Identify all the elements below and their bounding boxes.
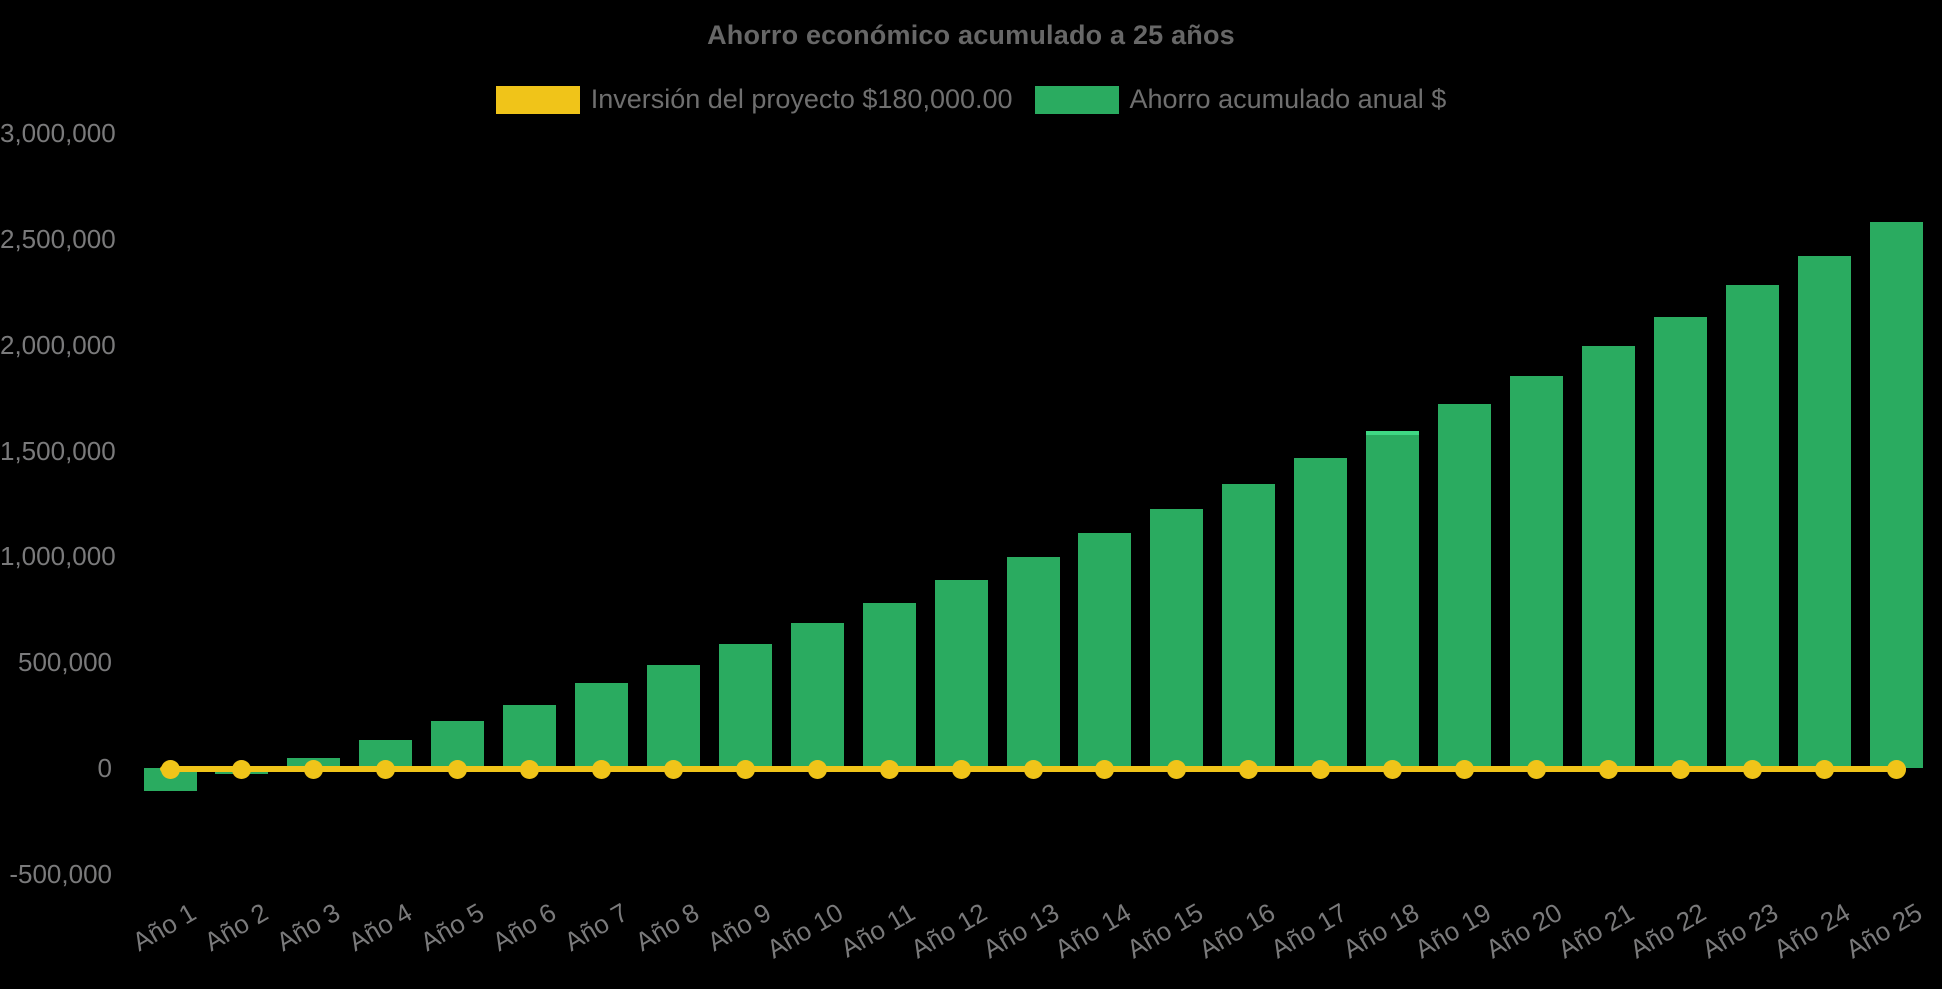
line-point-ano-2[interactable] [232,759,252,779]
legend-swatch-ahorro [1034,85,1119,114]
line-point-ano-8[interactable] [663,759,683,779]
line-point-ano-14[interactable] [1095,759,1115,779]
line-point-ano-10[interactable] [807,759,827,779]
line-point-ano-11[interactable] [879,759,899,779]
bar-ano-17[interactable] [1294,457,1348,768]
bar-ano-11[interactable] [862,602,916,768]
y-tick-label: 3,000,000 [0,118,116,148]
bar-ano-9[interactable] [718,644,772,768]
line-point-ano-20[interactable] [1526,759,1546,779]
bar-ano-24[interactable] [1797,255,1851,768]
line-point-ano-24[interactable] [1814,759,1834,779]
line-point-ano-6[interactable] [520,759,540,779]
line-point-ano-13[interactable] [1023,759,1043,779]
bar-ano-22[interactable] [1653,317,1707,768]
y-tick-label: 500,000 [18,647,112,678]
legend-swatch-inversion [495,85,580,114]
y-tick-label: 1,000,000 [0,541,116,572]
bar-ano-19[interactable] [1438,403,1492,768]
bar-ano-6[interactable] [503,704,557,768]
line-point-ano-9[interactable] [735,759,755,779]
bar-ano-14[interactable] [1078,533,1132,768]
line-point-ano-4[interactable] [376,759,396,779]
y-tick-label: 0 [97,753,112,783]
bar-ano-1[interactable] [143,768,197,792]
legend-label-ahorro: Ahorro acumulado anual $ [1129,84,1447,114]
line-point-ano-17[interactable] [1311,759,1331,779]
bar-ano-13[interactable] [1006,557,1060,768]
line-point-ano-23[interactable] [1742,759,1762,779]
bar-ano-7[interactable] [575,683,629,768]
line-point-ano-5[interactable] [448,759,468,779]
line-point-ano-19[interactable] [1455,759,1475,779]
line-point-ano-21[interactable] [1598,759,1618,779]
line-point-ano-25[interactable] [1886,759,1906,779]
bar-ano-8[interactable] [646,665,700,768]
legend-item-ahorro[interactable]: Ahorro acumulado anual $ [1034,84,1447,115]
bar-ano-21[interactable] [1581,345,1635,768]
bar-ano-23[interactable] [1725,285,1779,768]
line-point-ano-1[interactable] [160,759,180,779]
line-point-ano-22[interactable] [1670,759,1690,779]
line-point-ano-12[interactable] [951,759,971,779]
line-point-ano-15[interactable] [1167,759,1187,779]
y-tick-label: 1,500,000 [0,435,116,466]
chart-legend: Inversión del proyecto $180,000.00 Ahorr… [0,84,1942,115]
bar-ano-12[interactable] [934,579,988,768]
line-point-ano-7[interactable] [592,759,612,779]
y-tick-label: 2,500,000 [0,223,116,254]
legend-label-inversion: Inversión del proyecto $180,000.00 [590,84,1013,114]
line-point-ano-18[interactable] [1383,759,1403,779]
y-tick-label: -500,000 [9,858,112,889]
legend-item-inversion[interactable]: Inversión del proyecto $180,000.00 [495,84,1013,115]
bar-ano-15[interactable] [1150,508,1204,768]
bar-ano-20[interactable] [1509,376,1563,768]
chart-title: Ahorro económico acumulado a 25 años [707,20,1235,50]
bar-ano-16[interactable] [1222,484,1276,768]
bar-ano-10[interactable] [790,623,844,768]
bar-ano-25[interactable] [1869,221,1923,768]
line-point-ano-16[interactable] [1239,759,1259,779]
y-tick-label: 2,000,000 [0,329,116,360]
bar-ano-18[interactable] [1366,431,1420,768]
line-point-ano-3[interactable] [304,759,324,779]
